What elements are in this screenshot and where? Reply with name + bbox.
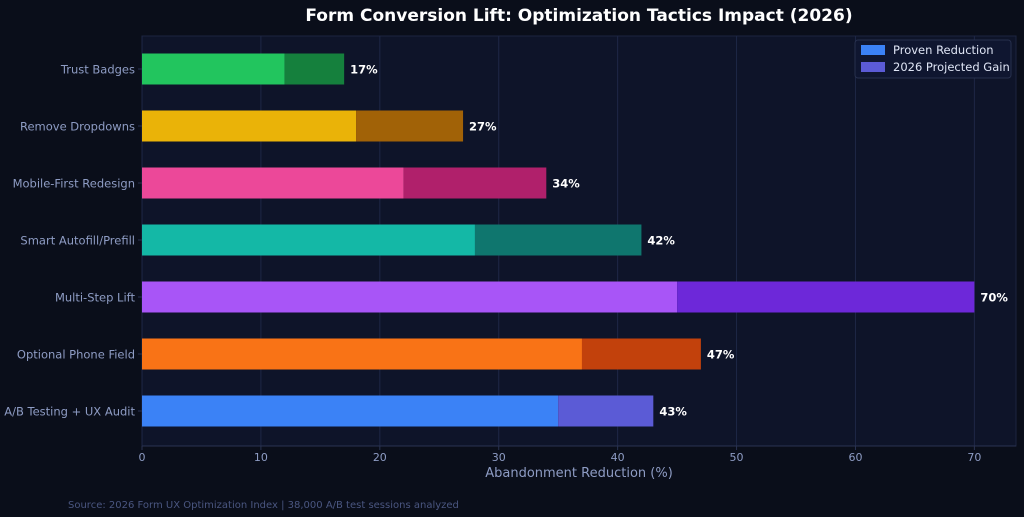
source-note: Source: 2026 Form UX Optimization Index … [68,500,459,511]
bar-value-label: 27% [469,120,497,134]
x-tick-label: 10 [254,451,268,464]
legend-box [854,39,1012,79]
bar-proven [142,167,404,199]
bars [142,53,975,427]
bar-value-label: 34% [552,177,580,191]
bar-value-label: 47% [707,348,735,362]
legend-swatch-proven [861,45,885,55]
chart-title: Form Conversion Lift: Optimization Tacti… [305,6,852,26]
x-tick-label: 40 [611,451,625,464]
y-axis-ticks: A/B Testing + UX Audit Optional Phone Fie… [4,63,142,419]
bar-proven [142,224,475,256]
bar-projected [284,53,345,85]
x-tick-label: 60 [848,451,862,464]
y-tick-label: Trust Badges [60,63,135,77]
bar-value-labels: 43% 47% 70% 42% 34% 27% 17% [350,63,1008,419]
bar-value-label: 42% [647,234,675,248]
y-tick-label: Remove Dropdowns [20,120,135,134]
bar-value-label: 17% [350,63,378,77]
bar-proven [142,338,582,370]
x-axis-label: Abandonment Reduction (%) [485,466,673,481]
y-tick-label: Mobile-First Redesign [13,177,135,191]
bar-projected [403,167,547,199]
y-tick-label: Multi-Step Lift [55,291,136,305]
x-tick-label: 70 [967,451,981,464]
x-axis-ticks: 0 10 20 30 40 50 60 70 [139,446,981,464]
y-tick-label: Optional Phone Field [17,348,135,362]
legend: Proven Reduction 2026 Projected Gain [854,39,1012,79]
bar-proven [142,281,678,313]
bar-projected [474,224,642,256]
legend-label-proven: Proven Reduction [893,43,994,57]
bar-projected [581,338,701,370]
bar-projected [356,110,464,142]
legend-label-projected: 2026 Projected Gain [893,60,1010,74]
y-tick-label: A/B Testing + UX Audit [4,405,135,419]
x-tick-label: 20 [373,451,387,464]
bar-projected [558,395,654,427]
bar-proven [142,395,559,427]
bar-proven [142,53,285,85]
y-tick-label: Smart Autofill/Prefill [20,234,135,248]
x-tick-label: 50 [730,451,744,464]
x-tick-label: 30 [492,451,506,464]
legend-swatch-projected [861,62,885,72]
bar-projected [677,281,975,313]
bar-value-label: 43% [659,405,687,419]
bar-proven [142,110,357,142]
x-tick-label: 0 [139,451,146,464]
bar-value-label: 70% [980,291,1008,305]
